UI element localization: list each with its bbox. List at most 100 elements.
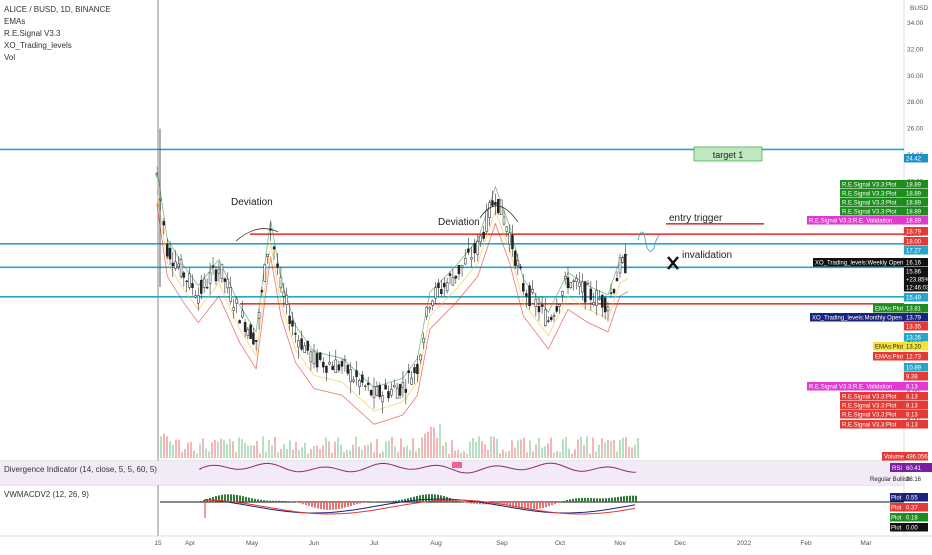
price-tag-label: R.E.Signal V3.3:Plot xyxy=(842,404,897,410)
legend-vol: Vol xyxy=(4,53,15,62)
candle-body xyxy=(581,282,583,292)
candle-body xyxy=(387,391,389,397)
candle-body xyxy=(483,232,485,238)
volume-bar xyxy=(430,427,432,458)
candle-body xyxy=(604,298,606,312)
volume-bar xyxy=(301,447,303,458)
candle-body xyxy=(541,305,543,307)
macd-hist-bar xyxy=(383,501,385,502)
time-tick-label: Nov xyxy=(614,540,626,547)
macd-tag-name: Plot xyxy=(891,506,902,512)
candle-body xyxy=(455,276,457,278)
macd-hist-bar xyxy=(272,501,274,502)
volume-bar xyxy=(325,438,327,458)
macd-hist-bar xyxy=(323,502,325,510)
candle-body xyxy=(486,211,488,232)
volume-bar xyxy=(412,438,414,458)
macd-hist-bar xyxy=(299,502,301,503)
candle-body xyxy=(437,283,439,288)
candle-body xyxy=(358,380,360,387)
volume-bar xyxy=(535,444,537,458)
candle-body xyxy=(341,361,343,366)
macd-hist-bar xyxy=(377,501,379,502)
volume-bar xyxy=(538,438,540,458)
macd-tag-value: 0.37 xyxy=(906,506,918,512)
volume-bar xyxy=(514,448,516,458)
macd-hist-bar xyxy=(311,502,313,507)
macd-tag-name: Plot xyxy=(891,516,902,522)
time-tick-label: Mar xyxy=(860,540,872,547)
macd-hist-bar xyxy=(470,502,472,504)
volume-bar xyxy=(343,452,345,458)
macd-hist-bar xyxy=(278,501,280,502)
candle-body xyxy=(332,366,334,370)
volume-bar xyxy=(208,451,210,458)
candle-body xyxy=(280,277,282,288)
candle-body xyxy=(209,273,211,283)
candle-body xyxy=(258,312,260,318)
entry-trigger-label: entry trigger xyxy=(669,213,723,224)
candle-body xyxy=(511,235,513,249)
volume-bar xyxy=(577,439,579,458)
legend-ema: EMAs xyxy=(4,17,25,26)
candle-body xyxy=(347,365,349,373)
candle-body xyxy=(353,380,355,382)
macd-hist-bar xyxy=(356,502,358,504)
macd-hist-bar xyxy=(269,501,271,502)
price-tag-value: 8.13 xyxy=(906,385,918,391)
macd-hist-bar xyxy=(317,502,319,508)
volume-bar xyxy=(559,452,561,458)
candle-body xyxy=(408,371,410,373)
price-tag-value: 13.26 xyxy=(906,336,922,342)
macd-hist-bar xyxy=(590,498,592,502)
volume-bar xyxy=(487,449,489,458)
volume-bar xyxy=(595,451,597,458)
volume-bar xyxy=(478,436,480,458)
candle-body xyxy=(393,385,395,387)
target-box[interactable]: target 1 xyxy=(694,147,762,161)
macd-tag-value: 0.55 xyxy=(906,496,918,502)
volume-bar xyxy=(499,453,501,458)
macd-hist-bar xyxy=(587,498,589,502)
macd-hist-bar xyxy=(557,502,559,503)
rsi-tag-value: 60.41 xyxy=(906,466,922,472)
macd-hist-bar xyxy=(533,502,535,509)
macd-hist-bar xyxy=(584,498,586,502)
candle-body xyxy=(175,262,177,269)
volume-bar xyxy=(382,452,384,458)
candle-body xyxy=(264,264,266,281)
volume-bar xyxy=(178,440,180,458)
candle-body xyxy=(221,264,223,279)
candle-body xyxy=(335,360,337,373)
volume-bar xyxy=(250,445,252,458)
candle-body xyxy=(163,221,165,225)
price-tag-value: 18.89 xyxy=(906,219,922,225)
macd-hist-bar xyxy=(344,502,346,508)
volume-bar xyxy=(313,446,315,458)
candle-body xyxy=(522,283,524,291)
candle-body xyxy=(429,308,431,309)
candle-body xyxy=(446,283,448,291)
macd-hist-bar xyxy=(527,502,529,509)
volume-bar xyxy=(469,441,471,458)
volume-bar xyxy=(160,436,162,458)
price-tag-value: 16.16 xyxy=(906,261,922,267)
candle-body xyxy=(452,278,454,285)
candle-body xyxy=(396,388,398,398)
volume-bar xyxy=(331,453,333,458)
macd-hist-bar xyxy=(275,501,277,502)
candle-body xyxy=(443,283,445,287)
candle-body xyxy=(344,359,346,360)
volume-bar xyxy=(202,438,204,458)
macd-hist-bar xyxy=(335,502,337,510)
macd-hist-bar xyxy=(386,501,388,502)
candle-body xyxy=(385,385,387,389)
volume-bar xyxy=(385,442,387,458)
candle-body xyxy=(535,299,537,307)
candle-body xyxy=(525,293,527,296)
candle-body xyxy=(294,333,296,334)
volume-bar xyxy=(547,444,549,458)
time-tick-label: Dec xyxy=(674,540,686,547)
price-tag-label: EMAs:Plot xyxy=(875,307,903,313)
